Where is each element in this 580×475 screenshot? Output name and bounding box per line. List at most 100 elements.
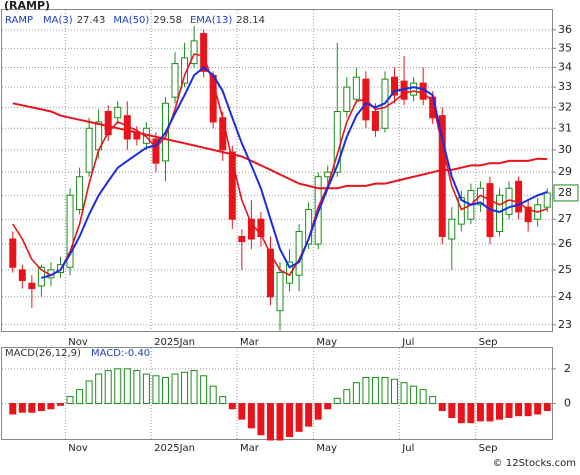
candle-body xyxy=(66,194,74,268)
macd-bar xyxy=(161,377,169,405)
macd-bar xyxy=(467,403,475,424)
candle-body xyxy=(28,282,36,290)
legend-ticker: RAMP xyxy=(5,15,33,26)
y-tick-label: 34 xyxy=(558,60,572,73)
candle-body xyxy=(524,206,532,223)
y-tick-label: 29 xyxy=(558,165,572,178)
y-tick-label: 32 xyxy=(558,100,572,113)
macd-bar xyxy=(76,389,84,405)
candle-body xyxy=(343,86,351,112)
candle-body xyxy=(410,82,418,96)
macd-bar xyxy=(171,373,179,405)
legend-name: EMA(13) xyxy=(190,15,232,26)
macd-bar xyxy=(314,403,322,420)
macd-bar xyxy=(47,403,55,410)
legend-value: 27.43 xyxy=(77,15,106,26)
macd-bar xyxy=(286,403,294,438)
macd-bar xyxy=(524,403,532,417)
y-tick-label: 35 xyxy=(558,41,572,54)
macd-bar xyxy=(181,371,189,405)
macd-bar xyxy=(295,403,303,432)
watermark: © 12Stocks.com xyxy=(493,458,576,469)
macd-bar xyxy=(438,403,446,411)
candle-body xyxy=(200,32,208,72)
macd-bar xyxy=(324,403,332,410)
candle-body xyxy=(76,176,84,211)
macd-bar xyxy=(123,368,131,405)
macd-bar xyxy=(362,377,370,405)
macd-bar xyxy=(448,403,456,418)
macd-bar xyxy=(343,389,351,405)
indicator-line xyxy=(12,102,548,190)
macd-bar xyxy=(114,368,122,405)
x-tick-label: 2025Jan xyxy=(154,337,195,348)
macd-bar xyxy=(476,403,484,422)
candle-body xyxy=(257,218,265,238)
macd-bar xyxy=(200,375,208,405)
candle-body xyxy=(448,218,456,240)
indicator-line xyxy=(12,53,548,277)
x-tick-label: Sep xyxy=(479,443,498,454)
x-tick-label: Sep xyxy=(479,337,498,348)
macd-bar xyxy=(257,403,265,436)
macd-bar xyxy=(66,396,74,405)
macd-bar xyxy=(505,403,513,418)
candle-body xyxy=(190,40,198,65)
legend-value: 29.58 xyxy=(153,15,182,26)
candle-body xyxy=(324,171,332,178)
macd-bar xyxy=(190,370,198,405)
macd-bar xyxy=(9,403,17,415)
x-tick-label: Nov xyxy=(68,337,88,348)
macd-bar xyxy=(429,396,437,405)
candle-body xyxy=(371,110,379,131)
macd-bar xyxy=(276,403,284,441)
macd-bar xyxy=(515,403,523,417)
macd-bar xyxy=(152,375,160,405)
macd-bar xyxy=(104,370,112,405)
macd-bar xyxy=(28,403,36,413)
macd-bar xyxy=(37,403,45,411)
macd-bar xyxy=(400,382,408,405)
candle-body xyxy=(171,63,179,98)
candle-body xyxy=(391,76,399,96)
macd-bar xyxy=(56,403,64,406)
candle-body xyxy=(438,115,446,238)
y-tick-label: 33 xyxy=(558,80,572,93)
macd-bar xyxy=(228,403,236,410)
legend-value: MACD:-0.40 xyxy=(91,348,150,359)
macd-bar xyxy=(209,385,217,405)
legend-name: MA(3) xyxy=(43,15,73,26)
macd-bar xyxy=(142,373,150,405)
macd-bar xyxy=(219,396,227,405)
macd-bar xyxy=(534,403,542,415)
candle-body xyxy=(238,236,246,243)
candle-body xyxy=(543,192,551,208)
macd-bar xyxy=(266,403,274,441)
candle-body xyxy=(496,194,504,233)
y-tick-label: 24 xyxy=(558,290,572,303)
candle-body xyxy=(9,238,17,268)
legend-name: MA(50) xyxy=(113,15,149,26)
candle-body xyxy=(515,180,523,213)
x-tick-label: Jul xyxy=(401,337,414,348)
macd-bar xyxy=(95,373,103,405)
legend-title: MACD(26,12,9) xyxy=(5,348,81,359)
macd-bar xyxy=(486,403,494,422)
last-price-label: 28 xyxy=(558,186,572,199)
y-tick-label: 25 xyxy=(558,263,572,276)
macd-bar xyxy=(543,403,551,411)
candle-body xyxy=(18,269,26,282)
candle-body xyxy=(352,76,360,100)
x-tick-label: Jul xyxy=(401,443,414,454)
candle-body xyxy=(228,151,236,220)
last-price-box xyxy=(553,184,579,202)
candle-body xyxy=(152,138,160,164)
y-tick-label: 30 xyxy=(558,143,572,156)
x-tick-label: Mar xyxy=(240,337,260,348)
macd-bar xyxy=(305,403,313,427)
y-tick-label: 0 xyxy=(564,397,571,410)
x-tick-label: May xyxy=(316,443,337,454)
macd-bar xyxy=(133,370,141,405)
macd-bar xyxy=(18,403,26,413)
